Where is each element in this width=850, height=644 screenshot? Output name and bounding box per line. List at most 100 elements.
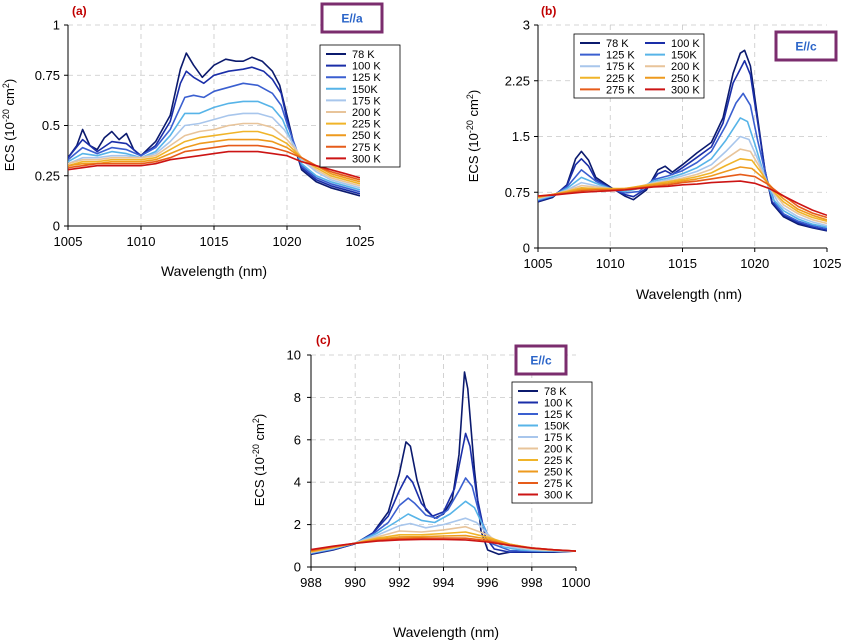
x-tick-label: 994 (433, 575, 455, 590)
legend-label: 175 K (352, 95, 381, 107)
y-axis-title-part: ECS (10 (2, 122, 17, 171)
panel-label: (a) (72, 4, 87, 18)
legend-label: 225 K (544, 455, 573, 467)
legend-label: 275 K (544, 478, 573, 490)
legend-label: 200 K (352, 107, 381, 119)
series-line-200k (538, 148, 827, 225)
legend-label: 150K (671, 50, 697, 62)
y-axis-title: ECS (10-20 cm2) (1, 79, 17, 171)
polarization-box (514, 344, 568, 376)
y-tick-label: 0.25 (35, 168, 60, 183)
y-tick-label: 0 (523, 241, 530, 256)
x-tick-label: 1020 (740, 256, 769, 271)
series-line-275k (68, 144, 360, 181)
series-group (311, 371, 576, 556)
series-line-300k (538, 180, 827, 217)
legend-label: 200 K (544, 444, 573, 456)
y-axis-title-part: -20 (1, 109, 11, 122)
legend-label: 275 K (352, 142, 381, 154)
series-line-150k (538, 117, 827, 228)
y-tick-label: 1.5 (512, 129, 530, 144)
y-tick-label: 0.75 (505, 185, 530, 200)
y-tick-label: 0.5 (42, 118, 60, 133)
x-axis-title: Wavelength (nm) (636, 286, 742, 302)
legend-label: 78 K (352, 49, 375, 61)
y-tick-label: 2.25 (505, 73, 530, 88)
x-tick-label: 990 (344, 575, 366, 590)
x-tick-label: 1015 (200, 234, 229, 249)
y-axis-title-part: cm (466, 99, 481, 120)
x-tick-label: 998 (521, 575, 543, 590)
y-axis-title: ECS (10-20 cm2) (251, 414, 267, 506)
series-group (68, 52, 360, 197)
y-axis-title-part: 2 (251, 418, 261, 423)
legend-label: 175 K (544, 432, 573, 444)
series-line-225k (538, 158, 827, 222)
y-tick-label: 0 (53, 219, 60, 234)
y-axis-title: ECS (10-20 cm2) (465, 90, 481, 182)
legend-label: 125 K (606, 50, 635, 62)
legend-label: 300 K (544, 490, 573, 502)
y-axis-title-part: cm (2, 88, 17, 109)
x-tick-label: 1010 (596, 256, 625, 271)
y-axis-title-part: ECS (10 (466, 133, 481, 182)
chart-panel-a: 1005 1010 1015 1020 1025 0 0.25 0.5 0.75 1 78 K100… (1, 2, 401, 279)
series-line-150k (68, 100, 360, 191)
y-tick-label: 10 (287, 348, 301, 363)
series-line-250k (538, 166, 827, 221)
x-tick-label: 1005 (524, 256, 553, 271)
legend-label: 175 K (606, 61, 635, 73)
y-axis-title-part: ) (466, 90, 481, 94)
y-axis-title-part: 2 (465, 94, 475, 99)
polarization-box (320, 2, 384, 34)
series-line-78k (311, 371, 576, 556)
x-tick-label: 1020 (273, 234, 302, 249)
y-axis-title-part: cm (252, 423, 267, 444)
legend-label: 150K (352, 84, 378, 96)
y-axis-title-part: ) (252, 414, 267, 418)
legend-label: 225 K (352, 119, 381, 131)
polarization-label: E//a (341, 12, 363, 26)
y-axis-title-part: -20 (465, 120, 475, 133)
y-tick-label: 8 (294, 390, 301, 405)
legend-label: 300 K (352, 153, 381, 165)
panel-label: (b) (541, 4, 556, 18)
legend-label: 200 K (671, 61, 700, 73)
y-tick-label: 3 (523, 18, 530, 33)
series-line-125k (311, 477, 576, 555)
legend-label: 78 K (544, 386, 567, 398)
x-axis-title: Wavelength (nm) (393, 624, 499, 640)
series-line-150k (311, 500, 576, 554)
y-tick-label: 0 (294, 560, 301, 575)
x-tick-label: 992 (388, 575, 410, 590)
panel-label: (c) (316, 333, 331, 347)
legend-label: 100 K (544, 398, 573, 410)
series-group (538, 49, 827, 232)
x-axis-title: Wavelength (nm) (161, 263, 267, 279)
y-tick-label: 4 (294, 475, 301, 490)
legend-label: 100 K (671, 38, 700, 50)
gridlines (68, 24, 360, 226)
x-tick-label: 1010 (127, 234, 156, 249)
series-line-300k (68, 150, 360, 179)
y-axis-title-part: 2 (1, 83, 11, 88)
y-axis-title-part: -20 (251, 444, 261, 457)
y-tick-label: 2 (294, 517, 301, 532)
polarization-box (774, 30, 838, 62)
series-line-125k (538, 92, 827, 230)
x-tick-label: 1005 (54, 234, 83, 249)
series-line-175k (538, 135, 827, 227)
polarization-label: E//c (795, 40, 817, 54)
y-tick-label: 6 (294, 432, 301, 447)
legend-label: 250 K (544, 467, 573, 479)
y-tick-label: 1 (53, 18, 60, 33)
legend-label: 125 K (352, 72, 381, 84)
x-tick-label: 1025 (813, 256, 842, 271)
series-line-100k (311, 432, 576, 555)
series-line-300k (311, 538, 576, 552)
